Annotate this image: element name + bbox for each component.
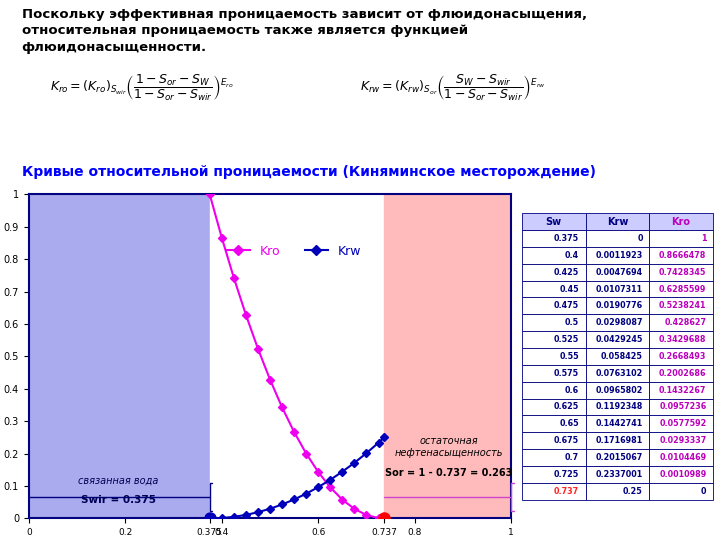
Krw	[253, 509, 262, 516]
Kro	[266, 376, 274, 383]
Krw	[290, 496, 299, 503]
Krw	[266, 505, 274, 512]
Krw	[326, 476, 335, 483]
Bar	[384, 194, 511, 518]
Krw	[242, 512, 251, 518]
Krw	[302, 490, 310, 497]
Kro	[230, 274, 238, 281]
Text: $K_{ro}=(K_{ro})_{S_{wir}}\left(\dfrac{1-S_{or}-S_W}{1-S_{or}-S_{wir}}\right)^{E: $K_{ro}=(K_{ro})_{S_{wir}}\left(\dfrac{1…	[50, 73, 234, 103]
Kro	[380, 515, 389, 522]
Text: остаточная
нефтенасыщенность: остаточная нефтенасыщенность	[395, 436, 503, 458]
Krw	[314, 484, 323, 490]
Bar	[29, 194, 210, 518]
Kro	[350, 505, 359, 512]
Legend: Kro, Krw: Kro, Krw	[222, 240, 366, 262]
Krw	[230, 514, 238, 520]
Text: Sor = 1 - 0.737 = 0.263: Sor = 1 - 0.737 = 0.263	[384, 468, 512, 478]
Kro	[374, 515, 383, 521]
Krw	[217, 515, 226, 521]
Kro	[205, 191, 214, 198]
Text: Swir = 0.375: Swir = 0.375	[81, 495, 156, 505]
Text: флюидонасыщенности.: флюидонасыщенности.	[22, 40, 207, 53]
Krw	[374, 440, 383, 446]
Kro	[217, 234, 226, 241]
Krw	[205, 515, 214, 522]
Text: относительная проницаемость также является функцией: относительная проницаемость также являет…	[22, 24, 468, 37]
Text: Поскольку эффективная проницаемость зависит от флюидонасыщения,: Поскольку эффективная проницаемость зави…	[22, 8, 587, 21]
Line: Kro: Kro	[207, 192, 387, 521]
Krw	[338, 468, 347, 475]
Krw	[380, 434, 389, 441]
Kro	[253, 346, 262, 352]
Text: Кривые относительной проницаемости (Киняминское месторождение): Кривые относительной проницаемости (Киня…	[22, 165, 595, 179]
Kro	[278, 404, 287, 410]
Kro	[290, 429, 299, 435]
Krw	[350, 460, 359, 466]
Text: связанная вода: связанная вода	[78, 476, 158, 486]
Kro	[302, 450, 310, 457]
Text: $K_{rw}=(K_{rw})_{S_{or}}\left(\dfrac{S_W-S_{wir}}{1-S_{or}-S_{wir}}\right)^{E_{: $K_{rw}=(K_{rw})_{S_{or}}\left(\dfrac{S_…	[360, 73, 546, 103]
Kro	[362, 512, 371, 518]
Kro	[338, 496, 347, 503]
Kro	[314, 469, 323, 475]
Bar	[210, 194, 384, 518]
Krw	[362, 450, 371, 456]
Krw	[278, 501, 287, 508]
Kro	[242, 312, 251, 318]
Kro	[326, 484, 335, 491]
Line: Krw: Krw	[207, 435, 387, 521]
